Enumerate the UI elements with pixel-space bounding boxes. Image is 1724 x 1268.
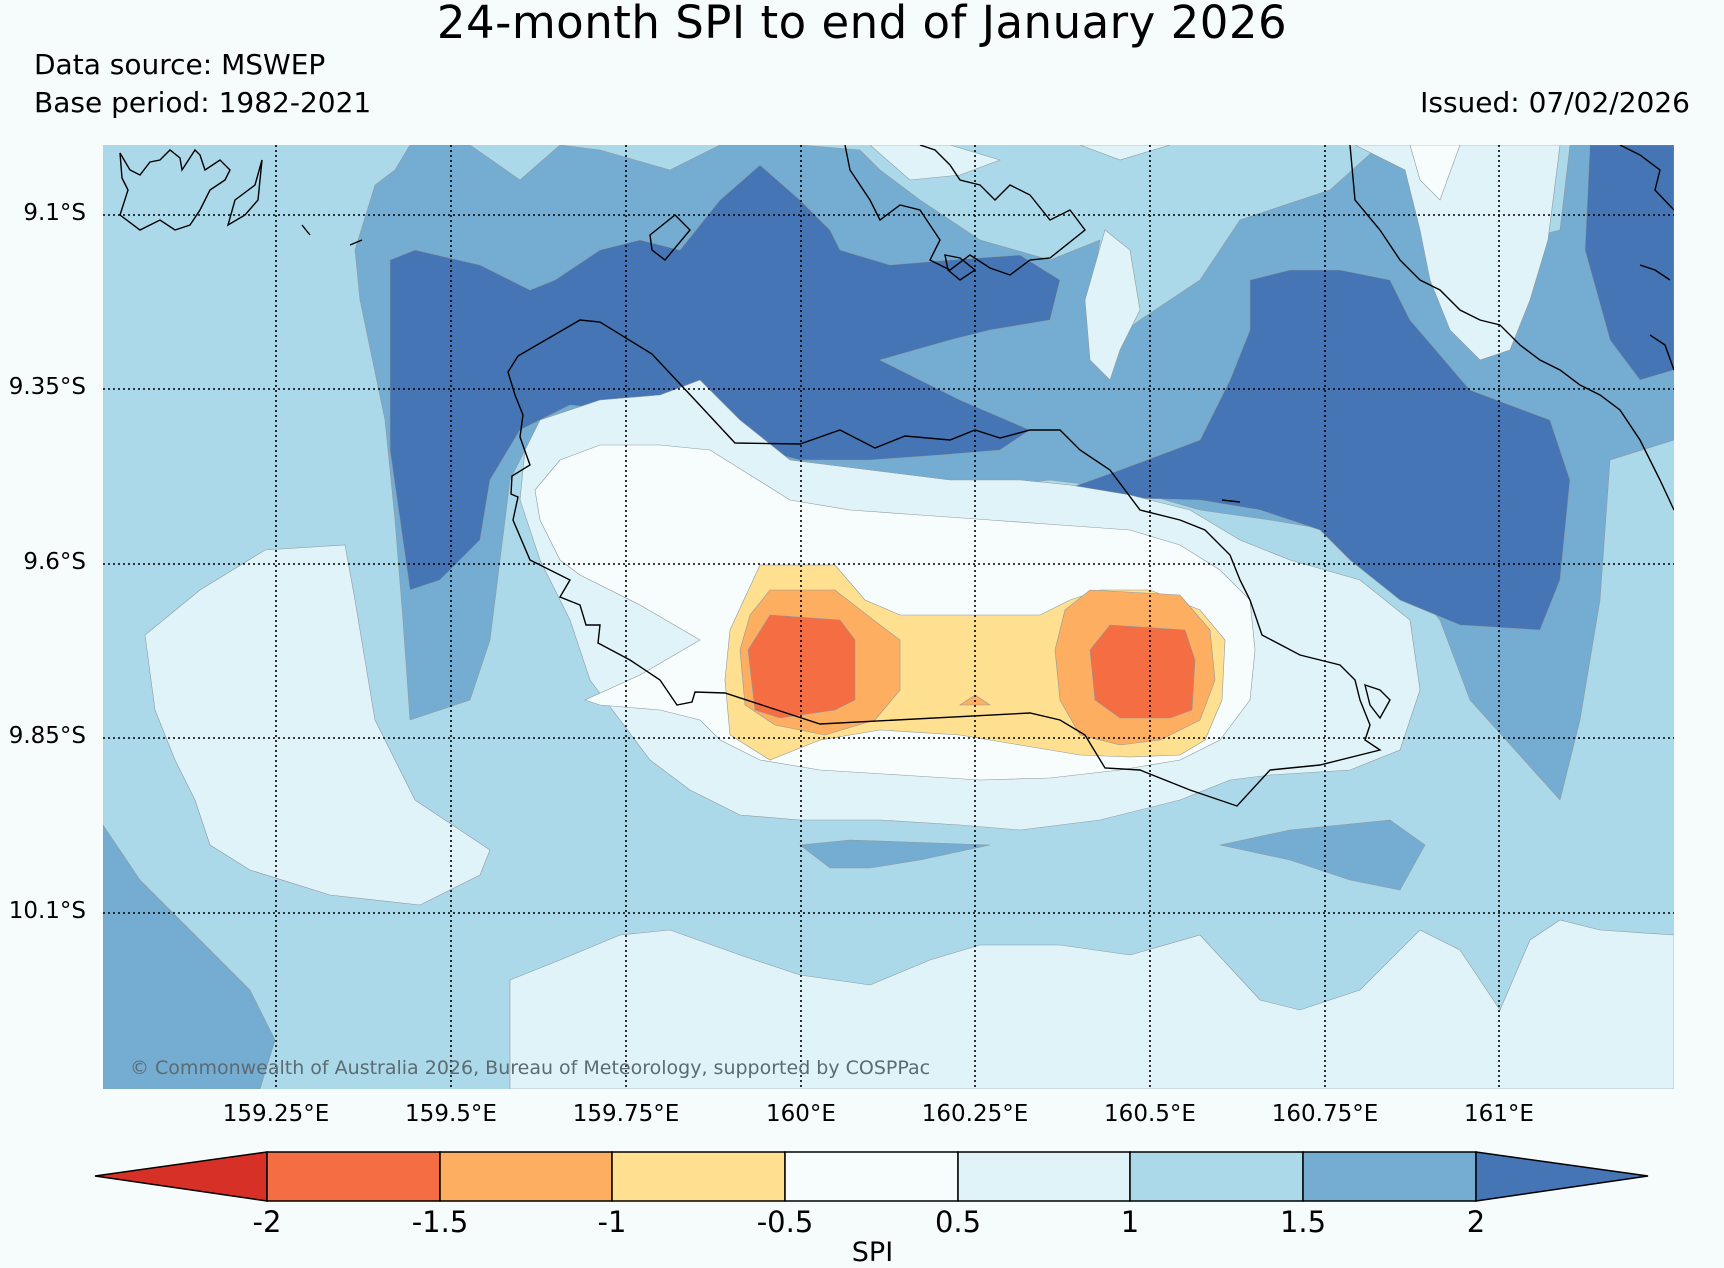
contour-above-2 [1049, 269, 1571, 631]
colorbar-extend-low [94, 1151, 268, 1202]
contour-0.5-to-1 [144, 544, 491, 906]
lat-label: 9.85°S [8, 723, 86, 749]
lon-label: 160.5°E [1104, 1101, 1196, 1127]
issued-date-text: Issued: 07/02/2026 [1420, 86, 1690, 119]
contour-0.5-to-1 [1079, 145, 1561, 381]
lon-label: 160.75°E [1271, 1101, 1379, 1127]
colorbar-bin [266, 1151, 441, 1202]
colorbar-tick-label: -2 [252, 1205, 282, 1239]
lon-label: 159.75°E [572, 1101, 680, 1127]
spi-contour-field [103, 145, 1674, 1089]
contour-0.5-to-1 [869, 145, 1001, 181]
colorbar-tick-label: 2 [1466, 1205, 1486, 1239]
contour-minus2-to-minus1.5 [1089, 624, 1196, 719]
colorbar-bin [784, 1151, 959, 1202]
contour-minus0.5-to-0.5 [1409, 145, 1461, 201]
lat-label: 9.35°S [8, 374, 86, 400]
colorbar-bin [1129, 1151, 1304, 1202]
copyright-notice: © Commonwealth of Australia 2026, Bureau… [130, 1057, 931, 1079]
lon-label: 159.25°E [222, 1101, 330, 1127]
contour-1.5-to-2 [1219, 819, 1426, 891]
contour-above-2 [389, 164, 1061, 591]
coastline-lines [119, 145, 1674, 807]
colorbar-extend-high [1475, 1151, 1649, 1202]
data-source-text: Data source: MSWEP [34, 48, 326, 81]
colorbar-tick-label: -1.5 [411, 1205, 469, 1239]
contour-1.5-to-2 [103, 824, 276, 1089]
map-title: 24-month SPI to end of January 2026 [436, 0, 1288, 49]
contour-above-2 [1584, 145, 1674, 381]
graticule-grid [103, 145, 1674, 1089]
colorbar-tick-label: 0.5 [934, 1205, 982, 1239]
colorbar-bin [1302, 1151, 1477, 1202]
lon-label: 161°E [1464, 1101, 1534, 1127]
spi-colorbar [94, 1151, 1649, 1202]
colorbar-tick-label: -1 [597, 1205, 627, 1239]
lon-label: 160.25°E [921, 1101, 1029, 1127]
lat-label: 9.1°S [23, 200, 86, 226]
lon-label: 160°E [766, 1101, 836, 1127]
colorbar-tick-label: 1.5 [1279, 1205, 1327, 1239]
colorbar-label: SPI [851, 1237, 894, 1268]
contour-1.5-to-2 [799, 839, 991, 869]
colorbar-tick-label: -0.5 [756, 1205, 814, 1239]
colorbar-bin [957, 1151, 1131, 1202]
colorbar-tick-label: 1 [1120, 1205, 1140, 1239]
base-period-text: Base period: 1982-2021 [34, 86, 372, 119]
lat-label: 10.1°S [8, 898, 86, 924]
colorbar-bin [439, 1151, 613, 1202]
colorbar-bin [611, 1151, 786, 1202]
lat-label: 9.6°S [23, 549, 86, 575]
lon-label: 159.5°E [405, 1101, 497, 1127]
